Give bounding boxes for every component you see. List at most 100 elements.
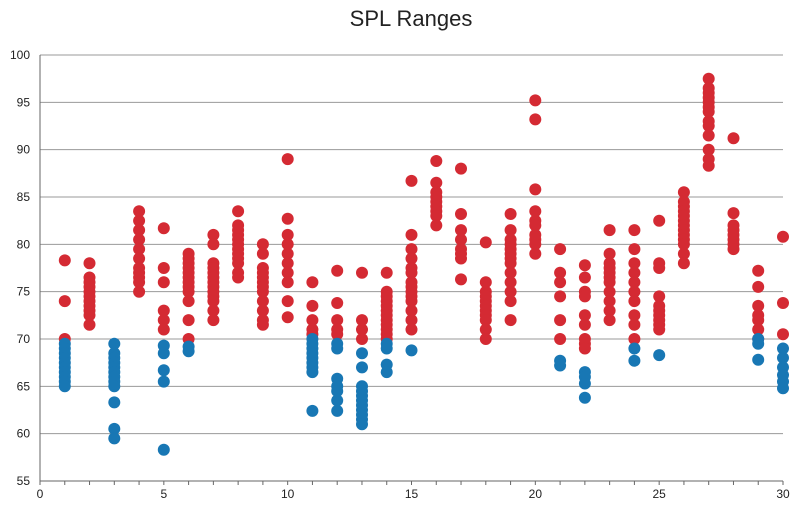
data-point (405, 344, 418, 357)
data-point (133, 205, 146, 218)
data-point (182, 345, 195, 358)
data-point (157, 314, 170, 327)
data-point (182, 314, 195, 327)
data-point (752, 314, 765, 327)
data-point (380, 266, 393, 279)
data-point (603, 304, 616, 317)
data-point (653, 214, 666, 227)
data-point (554, 359, 567, 372)
data-point (157, 262, 170, 274)
axes (39, 55, 784, 485)
y-tick-label: 100 (10, 48, 30, 62)
data-point (133, 224, 146, 237)
data-point (58, 254, 71, 267)
data-point (430, 155, 443, 167)
data-point (653, 290, 666, 303)
x-tick-label: 10 (281, 487, 295, 501)
data-point (133, 243, 146, 256)
data-point (83, 257, 96, 270)
x-tick-label: 5 (160, 487, 167, 501)
data-point (504, 314, 517, 327)
data-point (554, 333, 567, 345)
data-point (752, 323, 765, 336)
data-point (529, 247, 542, 260)
data-point (281, 228, 294, 241)
data-point (430, 176, 443, 189)
data-point (281, 238, 294, 251)
data-point (108, 337, 121, 350)
data-point (529, 219, 542, 232)
data-point (83, 318, 96, 331)
y-tick-label: 60 (17, 427, 31, 441)
y-tick-label: 65 (17, 379, 31, 393)
data-point (455, 273, 467, 286)
data-point (331, 314, 344, 327)
data-point (628, 243, 641, 256)
data-point (455, 162, 467, 175)
data-point (108, 380, 121, 393)
data-point (702, 105, 715, 118)
data-point (529, 205, 542, 218)
data-point (603, 295, 616, 308)
data-point (256, 318, 269, 331)
chart-title: SPL Ranges (350, 6, 473, 31)
data-point (306, 404, 319, 417)
data-point (529, 238, 542, 251)
data-point (702, 129, 715, 142)
data-point (578, 391, 591, 404)
data-point (207, 238, 220, 251)
data-point (578, 342, 591, 355)
series-1 (58, 333, 789, 456)
data-point (752, 264, 765, 277)
data-point (331, 328, 344, 341)
data-point (628, 295, 641, 308)
data-point (281, 212, 294, 225)
x-tick-label: 15 (405, 487, 419, 501)
data-point (108, 422, 121, 435)
data-point (554, 243, 567, 256)
data-point (603, 314, 616, 327)
data-point (554, 314, 567, 327)
data-point (207, 228, 220, 241)
data-point (157, 347, 170, 360)
data-point (182, 285, 195, 298)
x-tick-label: 20 (529, 487, 543, 501)
data-point (677, 257, 690, 270)
data-point (133, 214, 146, 227)
data-point (281, 266, 294, 279)
data-point (554, 266, 567, 279)
data-point (232, 205, 245, 218)
data-point (578, 309, 591, 322)
data-point (727, 207, 740, 220)
data-point (157, 222, 170, 235)
data-point (677, 186, 690, 199)
data-point (281, 153, 294, 166)
data-point (256, 238, 269, 251)
data-point (653, 262, 666, 274)
data-point (331, 385, 344, 398)
data-point (479, 333, 492, 345)
data-point (306, 299, 319, 312)
data-point (677, 238, 690, 251)
data-point (455, 233, 467, 246)
data-point (752, 280, 765, 293)
data-point (356, 418, 368, 431)
data-point (108, 432, 121, 445)
data-points (58, 72, 789, 456)
data-point (281, 276, 294, 289)
data-point (281, 247, 294, 260)
data-point (207, 295, 220, 308)
data-point (157, 276, 170, 289)
data-point (479, 323, 492, 336)
data-point (455, 224, 467, 237)
data-point (405, 252, 418, 265)
data-point (380, 366, 393, 379)
data-point (578, 290, 591, 303)
data-point (58, 295, 71, 308)
data-point (653, 323, 666, 336)
data-point (58, 380, 71, 393)
data-point (578, 318, 591, 331)
data-point (777, 328, 789, 341)
data-point (628, 318, 641, 331)
data-point (207, 314, 220, 327)
